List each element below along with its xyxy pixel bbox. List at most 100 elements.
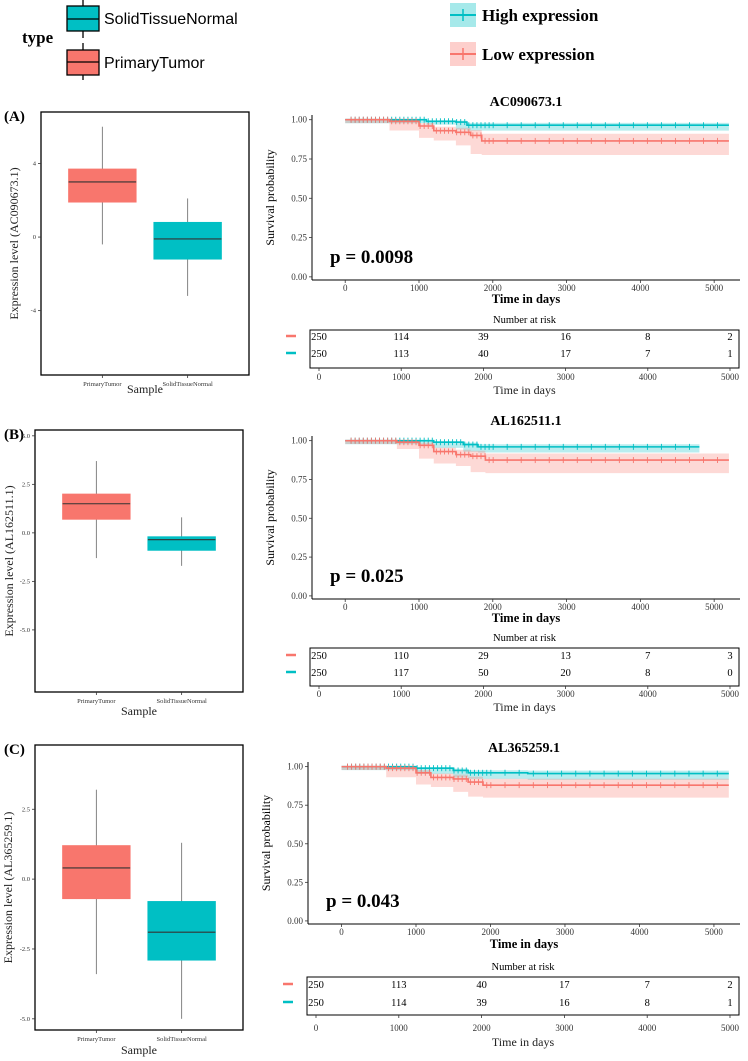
risk-cell: 8 <box>645 998 650 1009</box>
risk-table-title: Number at risk <box>493 633 557 644</box>
risk-table-frame <box>309 329 740 369</box>
risk-cell: 250 <box>311 651 327 662</box>
risk-table-frame <box>306 976 740 1016</box>
y-tick-label: 5.0 <box>22 433 30 440</box>
km-plot-1: AL162511.10.000.250.500.751.000 1000 2000 3… <box>263 414 740 714</box>
risk-cell: 7 <box>645 651 650 662</box>
risk-cell: 20 <box>560 668 571 679</box>
risk-cell: 39 <box>478 332 489 343</box>
box-PrimaryTumor <box>62 493 131 520</box>
risk-table: Number at risk 250 114 39 16 8 2 250 113 40 17 7 1 0 1… <box>286 315 740 397</box>
y-axis-title: Expression level (AL162511.1) <box>2 485 16 636</box>
x-axis-title: Time in days <box>492 292 561 306</box>
legend-label-normal: SolidTissueNormal <box>104 11 238 28</box>
risk-cell: 7 <box>645 349 650 360</box>
risk-cell: 3 <box>727 651 732 662</box>
risk-x-tick-label: 1000 <box>392 689 411 699</box>
y-tick-label: 0.75 <box>291 154 307 164</box>
y-axis-title: Survival probability <box>259 795 273 891</box>
risk-x-tick-label: 4000 <box>639 372 658 382</box>
risk-x-tick-label: 3000 <box>557 689 576 699</box>
y-axis-title: Survival probability <box>263 149 277 245</box>
x-tick-label: 0 <box>343 283 348 293</box>
risk-cell: 29 <box>478 651 489 662</box>
risk-cell: 250 <box>311 332 327 343</box>
risk-x-tick-label: 0 <box>317 689 322 699</box>
x-tick-label: 4000 <box>631 602 650 612</box>
box-PrimaryTumor <box>68 168 137 203</box>
box-SolidTissueNormal <box>147 901 216 961</box>
risk-x-axis-title: Time in days <box>493 383 556 397</box>
risk-cell: 17 <box>559 980 570 991</box>
risk-x-tick-label: 1000 <box>392 372 411 382</box>
risk-table-title: Number at risk <box>492 962 556 973</box>
risk-cell: 39 <box>476 998 487 1009</box>
risk-cell: 8 <box>645 332 650 343</box>
p-value: p = 0.025 <box>330 566 404 587</box>
survival-curve-high <box>345 439 700 448</box>
y-tick-label: -4 <box>31 308 37 315</box>
risk-x-tick-label: 4000 <box>639 689 658 699</box>
p-value: p = 0.043 <box>326 891 400 912</box>
risk-cell: 0 <box>727 668 732 679</box>
risk-x-tick-label: 3000 <box>557 372 576 382</box>
x-tick-label: 2000 <box>484 283 503 293</box>
risk-cell: 113 <box>394 349 409 360</box>
y-tick-label: 2.5 <box>22 806 30 813</box>
risk-x-tick-label: 2000 <box>473 1023 492 1033</box>
y-tick-label: -5.0 <box>20 627 30 634</box>
x-axis-title: Sample <box>127 382 163 396</box>
y-tick-label: -2.5 <box>20 946 30 953</box>
x-tick-label: PrimaryTumor <box>77 1036 116 1043</box>
x-tick-label: 4000 <box>631 283 650 293</box>
boxplot-2: 2.5 0.0 -2.5 -5.0 PrimaryTumor SolidTissueNor… <box>1 744 244 1057</box>
box-SolidTissueNormal <box>147 536 216 551</box>
risk-x-axis-title: Time in days <box>493 700 556 714</box>
y-tick-label: 0.00 <box>291 272 307 282</box>
legend-key-tumor <box>66 43 100 80</box>
p-value: p = 0.0098 <box>330 247 413 268</box>
risk-cell: 113 <box>391 980 406 991</box>
y-tick-label: 4 <box>33 160 37 167</box>
risk-cell: 40 <box>478 349 489 360</box>
km-title: AL162511.1 <box>490 414 561 429</box>
risk-cell: 117 <box>394 668 409 679</box>
risk-cell: 16 <box>560 332 571 343</box>
y-axis-title: Expression level (AL365259.1) <box>1 812 15 964</box>
x-axis-title: Time in days <box>492 611 561 625</box>
survival-curve-high <box>345 118 729 127</box>
y-tick-label: 0.00 <box>291 591 307 601</box>
risk-cell: 16 <box>559 998 570 1009</box>
risk-x-axis-title: Time in days <box>492 1035 555 1049</box>
risk-cell: 250 <box>311 668 327 679</box>
risk-cell: 13 <box>560 651 571 662</box>
y-tick-label: 0.25 <box>291 552 307 562</box>
risk-x-tick-label: 5000 <box>721 689 740 699</box>
x-tick-label: 1000 <box>407 927 426 937</box>
y-tick-label: 1.00 <box>291 436 307 446</box>
x-tick-label: 3000 <box>558 602 577 612</box>
risk-cell: 1 <box>727 998 732 1009</box>
km-title: AC090673.1 <box>490 95 563 110</box>
plot-frame <box>34 429 244 693</box>
x-tick-label: 5000 <box>705 927 724 937</box>
km-legend-label-low: Low expression <box>482 45 595 64</box>
y-tick-label: 0.50 <box>287 839 303 849</box>
y-tick-label: 0.25 <box>287 877 303 887</box>
x-tick-label: 3000 <box>556 927 575 937</box>
panel-label-b: (B) <box>4 427 24 443</box>
y-tick-label: 0 <box>33 234 36 241</box>
risk-cell: 40 <box>476 980 487 991</box>
y-axis-title: Expression level (AC090673.1) <box>7 167 21 319</box>
km-legend-label-high: High expression <box>482 6 599 25</box>
x-tick-label: 0 <box>339 927 344 937</box>
risk-table-title: Number at risk <box>493 315 557 326</box>
x-tick-label: 5000 <box>705 283 724 293</box>
x-tick-label: 1000 <box>410 602 429 612</box>
risk-cell: 114 <box>391 998 407 1009</box>
y-tick-label: 1.00 <box>291 115 307 125</box>
panel-label-a: (A) <box>4 109 25 125</box>
x-tick-label: PrimaryTumor <box>77 698 116 705</box>
y-tick-label: -5.0 <box>20 1016 30 1023</box>
